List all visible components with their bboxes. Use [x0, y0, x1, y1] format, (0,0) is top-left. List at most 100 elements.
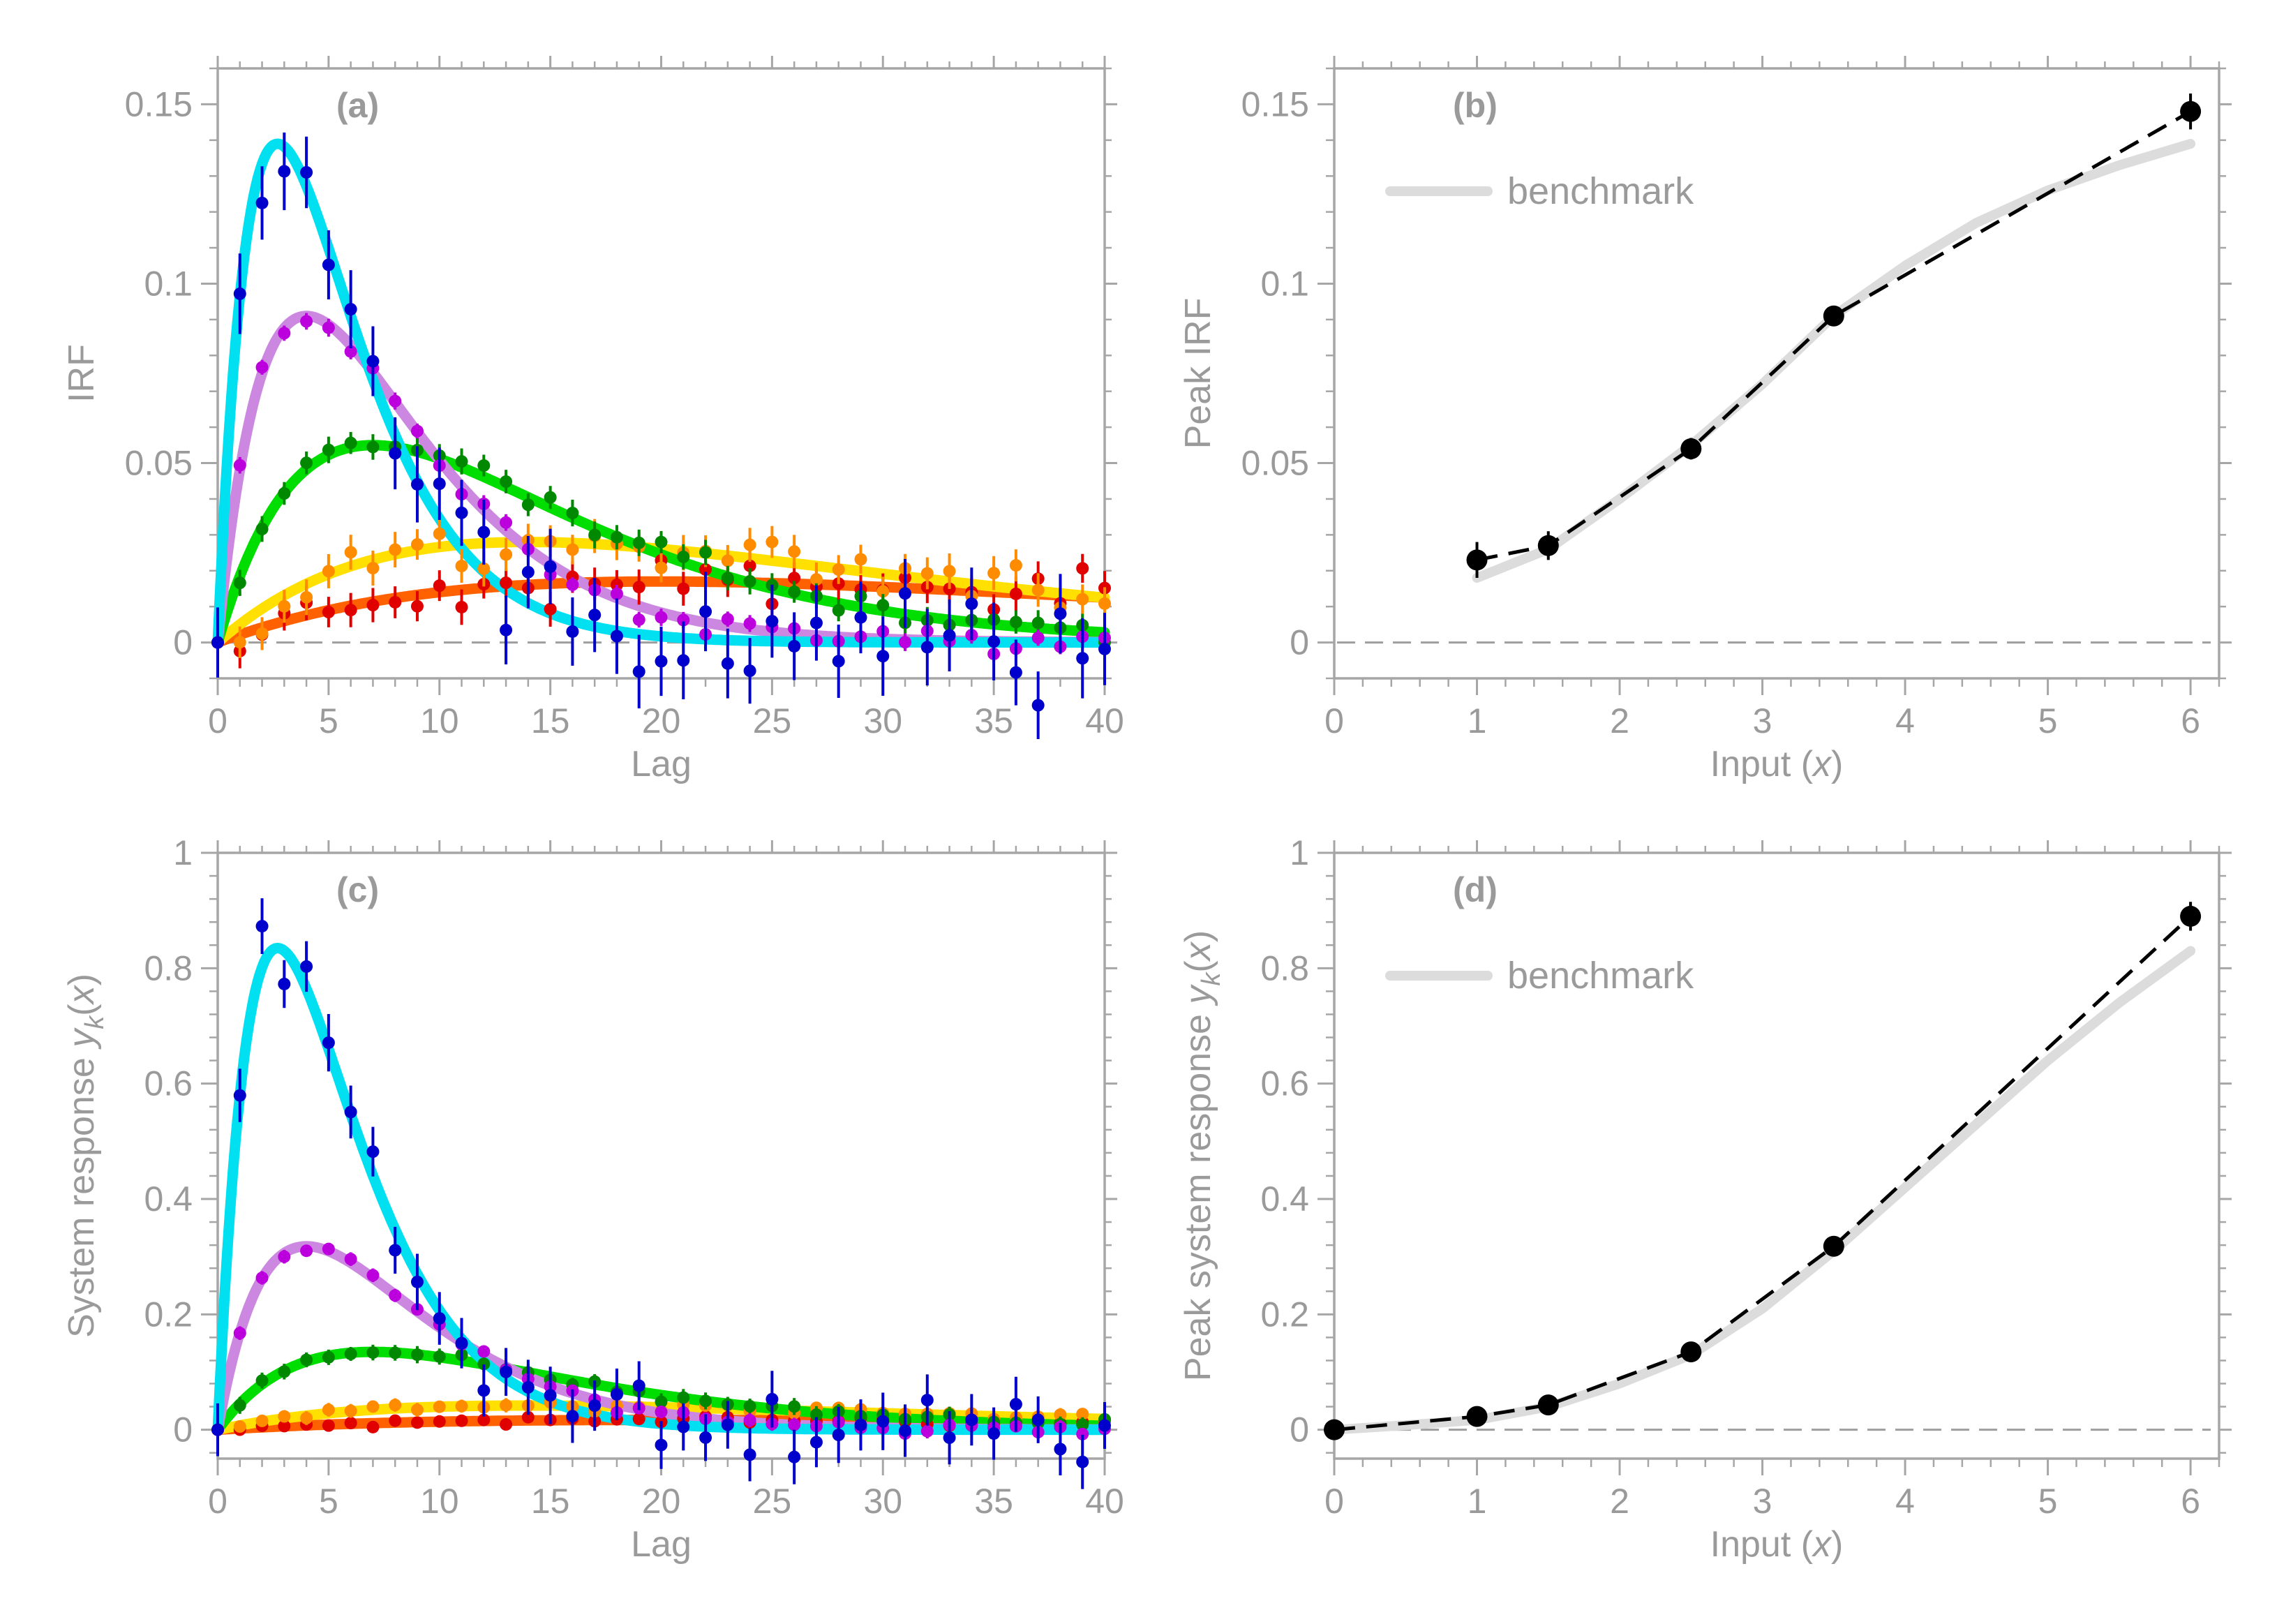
data-point	[566, 578, 579, 591]
data-point	[366, 355, 380, 368]
x-axis-label: Input (x)	[1710, 744, 1844, 784]
data-point	[500, 1399, 513, 1412]
data-point	[1466, 549, 1488, 571]
data-point	[455, 1336, 468, 1350]
data-point	[943, 565, 956, 578]
data-point	[655, 655, 668, 668]
data-point	[322, 258, 335, 271]
data-point	[300, 165, 313, 179]
data-point	[500, 576, 513, 590]
plot-frame	[1333, 67, 2220, 680]
data-point	[500, 1365, 513, 1378]
data-point	[566, 543, 579, 556]
data-point	[632, 1413, 645, 1426]
data-point	[1009, 559, 1022, 572]
y-tick-label: 1	[1290, 833, 1309, 872]
data-point	[389, 394, 402, 408]
data-point	[389, 543, 402, 556]
data-point	[322, 1242, 335, 1256]
data-point	[500, 623, 513, 636]
data-point	[366, 1145, 380, 1159]
legend-label: benchmark	[1507, 170, 1694, 212]
x-axis-label: Lag	[631, 744, 692, 784]
data-point	[1076, 1455, 1089, 1468]
data-point	[477, 1357, 491, 1371]
data-point	[255, 1272, 269, 1285]
data-point	[832, 604, 845, 617]
x-tick-label: 35	[974, 701, 1013, 740]
data-point	[743, 1448, 756, 1461]
y-tick-label: 0	[173, 623, 193, 662]
data-point	[233, 1327, 246, 1340]
data-point	[1466, 1406, 1488, 1427]
y-tick-label: 0.15	[125, 84, 193, 124]
data-point	[1098, 642, 1111, 655]
benchmark-curve	[1329, 946, 2196, 1435]
x-tick-label: 6	[2181, 1482, 2200, 1521]
data-point	[255, 627, 269, 640]
plot-frame	[1333, 851, 2220, 1460]
data-point	[566, 625, 579, 638]
x-tick-label: 30	[863, 1482, 902, 1521]
data-point	[322, 321, 335, 334]
y-axis-label: System response yk(x)	[61, 974, 110, 1338]
y-tick-label: 0.6	[144, 1064, 193, 1103]
y-tick-label: 0.8	[1260, 948, 1309, 988]
data-point	[632, 613, 645, 626]
y-tick-label: 0.1	[1260, 264, 1309, 303]
data-point	[389, 447, 402, 460]
data-point	[544, 560, 557, 573]
data-point	[278, 1410, 291, 1423]
data-point	[655, 561, 668, 574]
x-tick-label: 40	[1085, 701, 1124, 740]
data-point	[699, 546, 712, 559]
data-point	[322, 606, 335, 619]
data-point	[344, 546, 357, 559]
data-point	[344, 345, 357, 358]
y-axis-label: Peak IRF	[1178, 298, 1218, 449]
data-point	[809, 1408, 823, 1421]
data-point	[677, 613, 690, 627]
data-point	[1098, 597, 1111, 610]
data-point	[433, 1400, 446, 1413]
data-point	[278, 1365, 291, 1378]
data-point	[1031, 583, 1045, 597]
data-point	[876, 650, 890, 663]
data-point	[588, 609, 602, 622]
data-point	[655, 535, 668, 549]
data-point	[1076, 562, 1089, 575]
y-tick-label: 0.2	[144, 1295, 193, 1334]
data-point	[544, 602, 557, 616]
data-point	[255, 361, 269, 374]
data-point	[455, 600, 468, 613]
panel-label: (b)	[1453, 86, 1498, 125]
data-point	[433, 579, 446, 593]
data-point	[677, 654, 690, 667]
data-point	[965, 597, 978, 611]
x-tick-label: 4	[1895, 1482, 1915, 1521]
y-axis-label: IRF	[61, 344, 102, 403]
data-point	[987, 635, 1001, 648]
data-point	[500, 475, 513, 489]
x-tick-label: 15	[531, 1482, 570, 1521]
panel-d: 0 1 2 3 4 5 6 0 0.2 0.4 0.6 0.8 1 Input (x) Peak syste…	[1178, 833, 2232, 1565]
x-tick-label: 1	[1468, 701, 1487, 740]
data-point	[832, 1429, 845, 1442]
data-point	[788, 572, 801, 585]
data-point	[854, 553, 867, 566]
data-point	[410, 538, 424, 551]
data-point	[854, 1418, 867, 1431]
data-point	[632, 665, 645, 678]
data-point	[278, 599, 291, 613]
x-tick-label: 20	[642, 1482, 681, 1521]
y-axis-label: Peak system response yk(x)	[1178, 930, 1226, 1381]
data-point	[278, 1250, 291, 1263]
data-point	[366, 1346, 380, 1359]
data-point	[433, 1350, 446, 1363]
data-point	[300, 1411, 313, 1424]
data-point	[655, 1406, 668, 1419]
data-point	[655, 611, 668, 624]
data-point	[876, 1415, 890, 1428]
data-point	[211, 1423, 224, 1436]
peak-dashed-line	[1334, 915, 2192, 1432]
